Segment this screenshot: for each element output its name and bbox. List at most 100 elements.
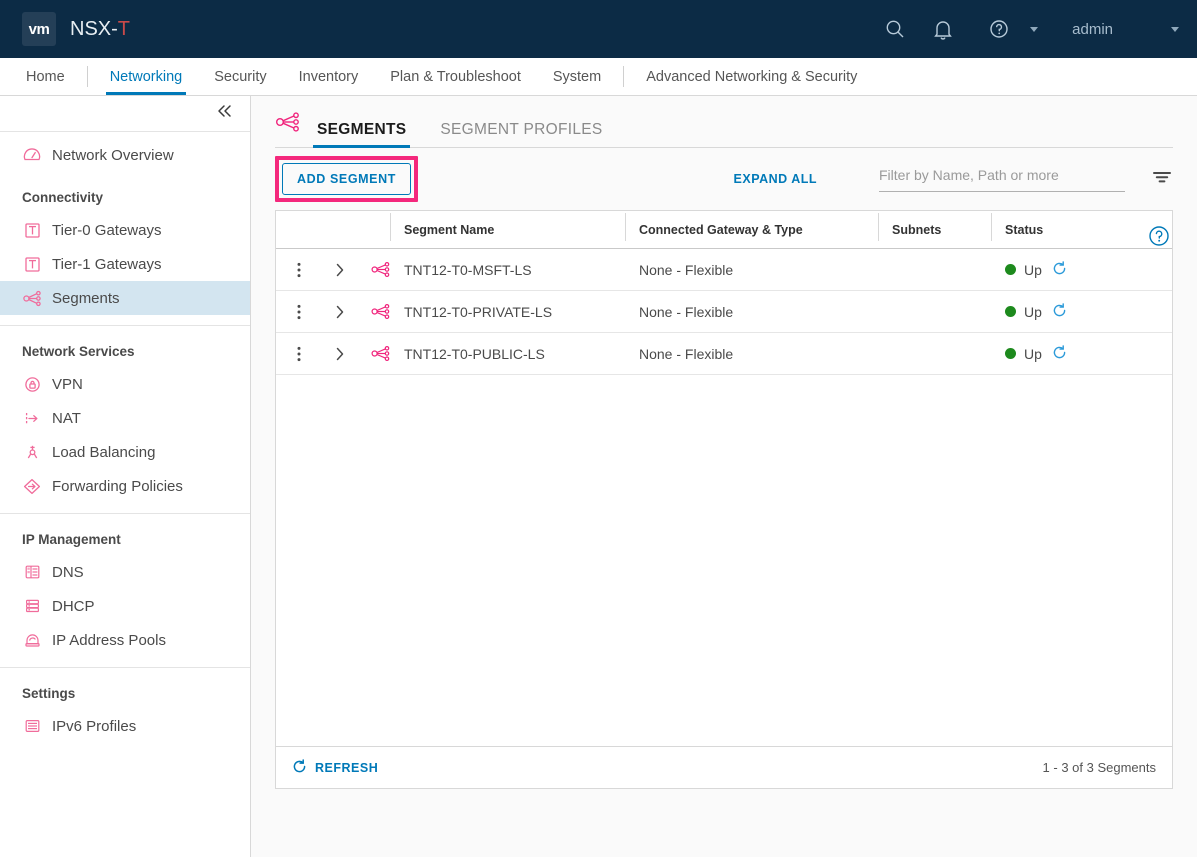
chevron-down-icon [1030, 26, 1039, 32]
cell-status: Up [1005, 344, 1172, 363]
status-label: Up [1024, 261, 1042, 278]
sidebar-item-segments[interactable]: Segments [0, 281, 250, 315]
segments-table: Segment Name Connected Gateway & Type Su… [275, 210, 1173, 789]
help-menu[interactable] [967, 0, 1039, 58]
nav-divider-2 [623, 66, 625, 87]
nav-divider [86, 66, 88, 87]
table-row[interactable]: TNT12-T0-PUBLIC-LS None - Flexible Up [276, 333, 1172, 375]
sidebar-item-ipv6-profiles[interactable]: IPv6 Profiles [0, 709, 250, 743]
expand-all-button[interactable]: EXPAND ALL [733, 172, 817, 186]
cell-segment-name[interactable]: TNT12-T0-PRIVATE-LS [404, 303, 553, 320]
kebab-menu-icon[interactable] [276, 262, 322, 278]
sidebar-item-label: DHCP [52, 597, 95, 615]
tab-segment-profiles[interactable]: SEGMENT PROFILES [440, 121, 603, 138]
top-header-bar: vm NSX-T admin [0, 0, 1197, 58]
vmware-logo-text: vm [28, 20, 50, 38]
status-badge [1005, 306, 1016, 317]
help-circle-icon[interactable] [975, 0, 1023, 58]
status-label: Up [1024, 345, 1042, 362]
chevron-right-icon[interactable] [322, 262, 358, 278]
cell-status: Up [1005, 260, 1172, 279]
segments-toolbar: ADD SEGMENT EXPAND ALL [251, 148, 1197, 210]
kebab-menu-icon[interactable] [276, 304, 322, 320]
sidebar-collapse-button[interactable] [0, 96, 250, 132]
status-badge [1005, 348, 1016, 359]
refresh-button[interactable]: REFRESH [292, 758, 379, 777]
sidebar-section-settings: Settings [22, 686, 76, 701]
load-balancing-icon [22, 442, 42, 462]
refresh-icon[interactable] [1052, 344, 1067, 363]
sidebar-item-forwarding-policies[interactable]: Forwarding Policies [0, 469, 250, 503]
product-name-suffix: T [117, 17, 131, 40]
vmware-logo[interactable]: vm [22, 12, 56, 46]
user-chevron-down-icon[interactable] [1171, 26, 1179, 32]
sidebar-section-connectivity: Connectivity [22, 190, 104, 205]
tier-gateway-icon [22, 220, 42, 240]
status-label: Up [1024, 303, 1042, 320]
page-title: NSX-T [70, 18, 130, 41]
cell-segment-name[interactable]: TNT12-T0-MSFT-LS [404, 261, 532, 278]
sidebar-item-nat[interactable]: NAT [0, 401, 250, 435]
ipv6-profiles-icon [22, 716, 42, 736]
table-header-row: Segment Name Connected Gateway & Type Su… [276, 211, 1172, 249]
column-header-subnets[interactable]: Subnets [878, 212, 1005, 241]
nat-arrow-icon [22, 408, 42, 428]
refresh-icon [292, 758, 315, 777]
sidebar-item-label: Forwarding Policies [52, 477, 183, 495]
filter-funnel-icon[interactable] [1151, 168, 1173, 191]
nav-item-plan-troubleshoot[interactable]: Plan & Troubleshoot [390, 68, 521, 85]
search-icon[interactable] [871, 0, 919, 58]
kebab-menu-icon[interactable] [276, 346, 322, 362]
sidebar-item-network-overview[interactable]: Network Overview [0, 138, 250, 172]
segments-icon [358, 261, 404, 278]
add-segment-highlight-box: ADD SEGMENT [275, 156, 418, 202]
tab-segments[interactable]: SEGMENTS [313, 121, 411, 148]
chevron-right-icon[interactable] [322, 304, 358, 320]
sidebar-item-dhcp[interactable]: DHCP [0, 589, 250, 623]
main-content: SEGMENTS SEGMENT PROFILES ADD SEGMENT EX… [251, 96, 1197, 857]
segments-icon [358, 345, 404, 362]
sidebar-item-label: IPv6 Profiles [52, 717, 137, 735]
cell-connected-gateway: None - Flexible [639, 261, 734, 278]
column-header-status[interactable]: Status [991, 212, 1172, 241]
sidebar-item-label: Tier-1 Gateways [52, 255, 162, 273]
product-name-prefix: NSX- [70, 17, 118, 40]
nav-item-home[interactable]: Home [26, 68, 65, 85]
nav-item-system[interactable]: System [552, 68, 602, 85]
content-tabs: SEGMENTS SEGMENT PROFILES [251, 96, 1197, 148]
bell-icon[interactable] [919, 0, 967, 58]
refresh-label: REFRESH [315, 760, 379, 775]
refresh-icon[interactable] [1052, 260, 1067, 279]
table-row[interactable]: TNT12-T0-PRIVATE-LS None - Flexible Up [276, 291, 1172, 333]
table-row[interactable]: TNT12-T0-MSFT-LS None - Flexible Up [276, 249, 1172, 291]
nav-item-inventory[interactable]: Inventory [298, 68, 359, 85]
tier-gateway-icon [22, 254, 42, 274]
sidebar-section-network-services: Network Services [22, 344, 135, 359]
sidebar-item-label: Segments [52, 289, 120, 307]
double-chevron-left-icon [216, 104, 234, 123]
search-input[interactable] [879, 166, 1125, 183]
help-circle-icon[interactable] [1147, 224, 1171, 253]
sidebar-item-dns[interactable]: DNS [0, 555, 250, 589]
sidebar-item-tier-1-gateways[interactable]: Tier-1 Gateways [0, 247, 250, 281]
nav-item-advanced-networking-security[interactable]: Advanced Networking & Security [646, 68, 858, 85]
column-header-segment-name[interactable]: Segment Name [390, 212, 639, 241]
sidebar-item-tier-0-gateways[interactable]: Tier-0 Gateways [0, 213, 250, 247]
user-menu-label[interactable]: admin [1072, 20, 1113, 38]
filter-field-wrapper [879, 166, 1125, 192]
sidebar-item-ip-address-pools[interactable]: IP Address Pools [0, 623, 250, 657]
nav-item-security[interactable]: Security [214, 68, 267, 85]
sidebar-item-label: DNS [52, 563, 84, 581]
refresh-icon[interactable] [1052, 302, 1067, 321]
sidebar-item-vpn[interactable]: VPN [0, 367, 250, 401]
nav-item-networking[interactable]: Networking [94, 58, 199, 95]
chevron-right-icon[interactable] [322, 346, 358, 362]
sidebar-item-load-balancing[interactable]: Load Balancing [0, 435, 250, 469]
record-count-label: 1 - 3 of 3 Segments [1042, 760, 1156, 775]
column-header-connected-gateway-type[interactable]: Connected Gateway & Type [625, 212, 892, 241]
cell-connected-gateway: None - Flexible [639, 303, 734, 320]
ip-pool-icon [22, 630, 42, 650]
add-segment-button[interactable]: ADD SEGMENT [282, 163, 411, 195]
cell-segment-name[interactable]: TNT12-T0-PUBLIC-LS [404, 345, 545, 362]
sidebar-divider [0, 325, 250, 326]
